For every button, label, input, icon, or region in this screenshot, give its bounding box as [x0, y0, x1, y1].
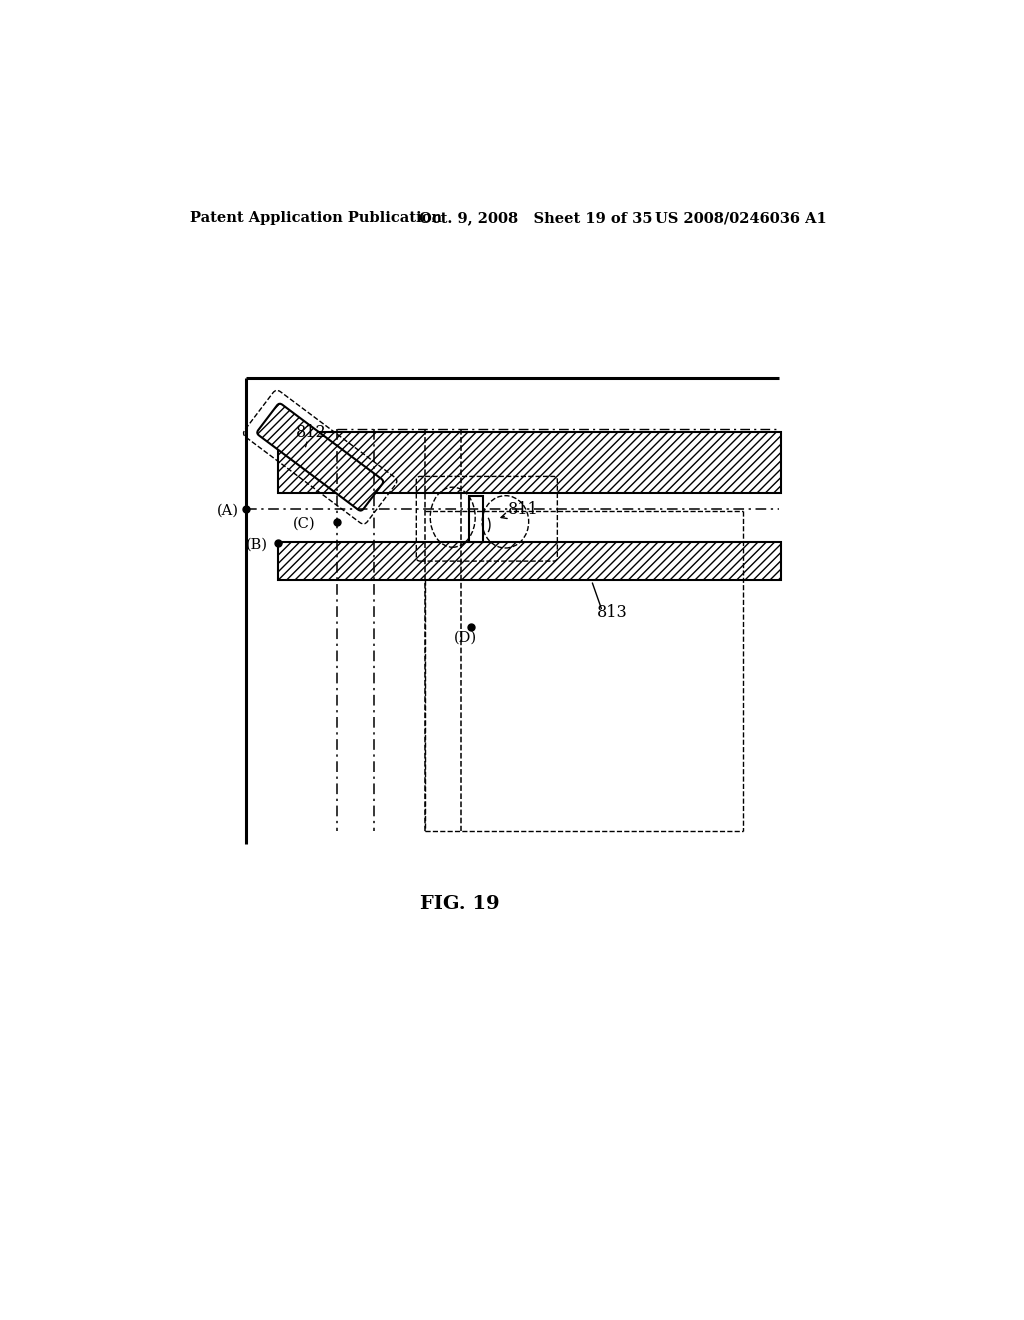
- Bar: [278, 432, 781, 494]
- Text: (C): (C): [293, 516, 315, 531]
- FancyBboxPatch shape: [257, 404, 383, 511]
- Bar: [469, 496, 483, 543]
- Text: Oct. 9, 2008   Sheet 19 of 35: Oct. 9, 2008 Sheet 19 of 35: [419, 211, 652, 226]
- Text: (D): (D): [454, 631, 476, 644]
- Text: FIG. 19: FIG. 19: [420, 895, 500, 912]
- Text: US 2008/0246036 A1: US 2008/0246036 A1: [655, 211, 826, 226]
- Text: 813: 813: [597, 603, 628, 620]
- Text: 811: 811: [508, 502, 539, 519]
- Bar: [278, 543, 781, 581]
- Text: 812: 812: [296, 424, 327, 441]
- Text: (A): (A): [217, 503, 240, 517]
- Text: Patent Application Publication: Patent Application Publication: [190, 211, 442, 226]
- Text: (B): (B): [246, 539, 268, 552]
